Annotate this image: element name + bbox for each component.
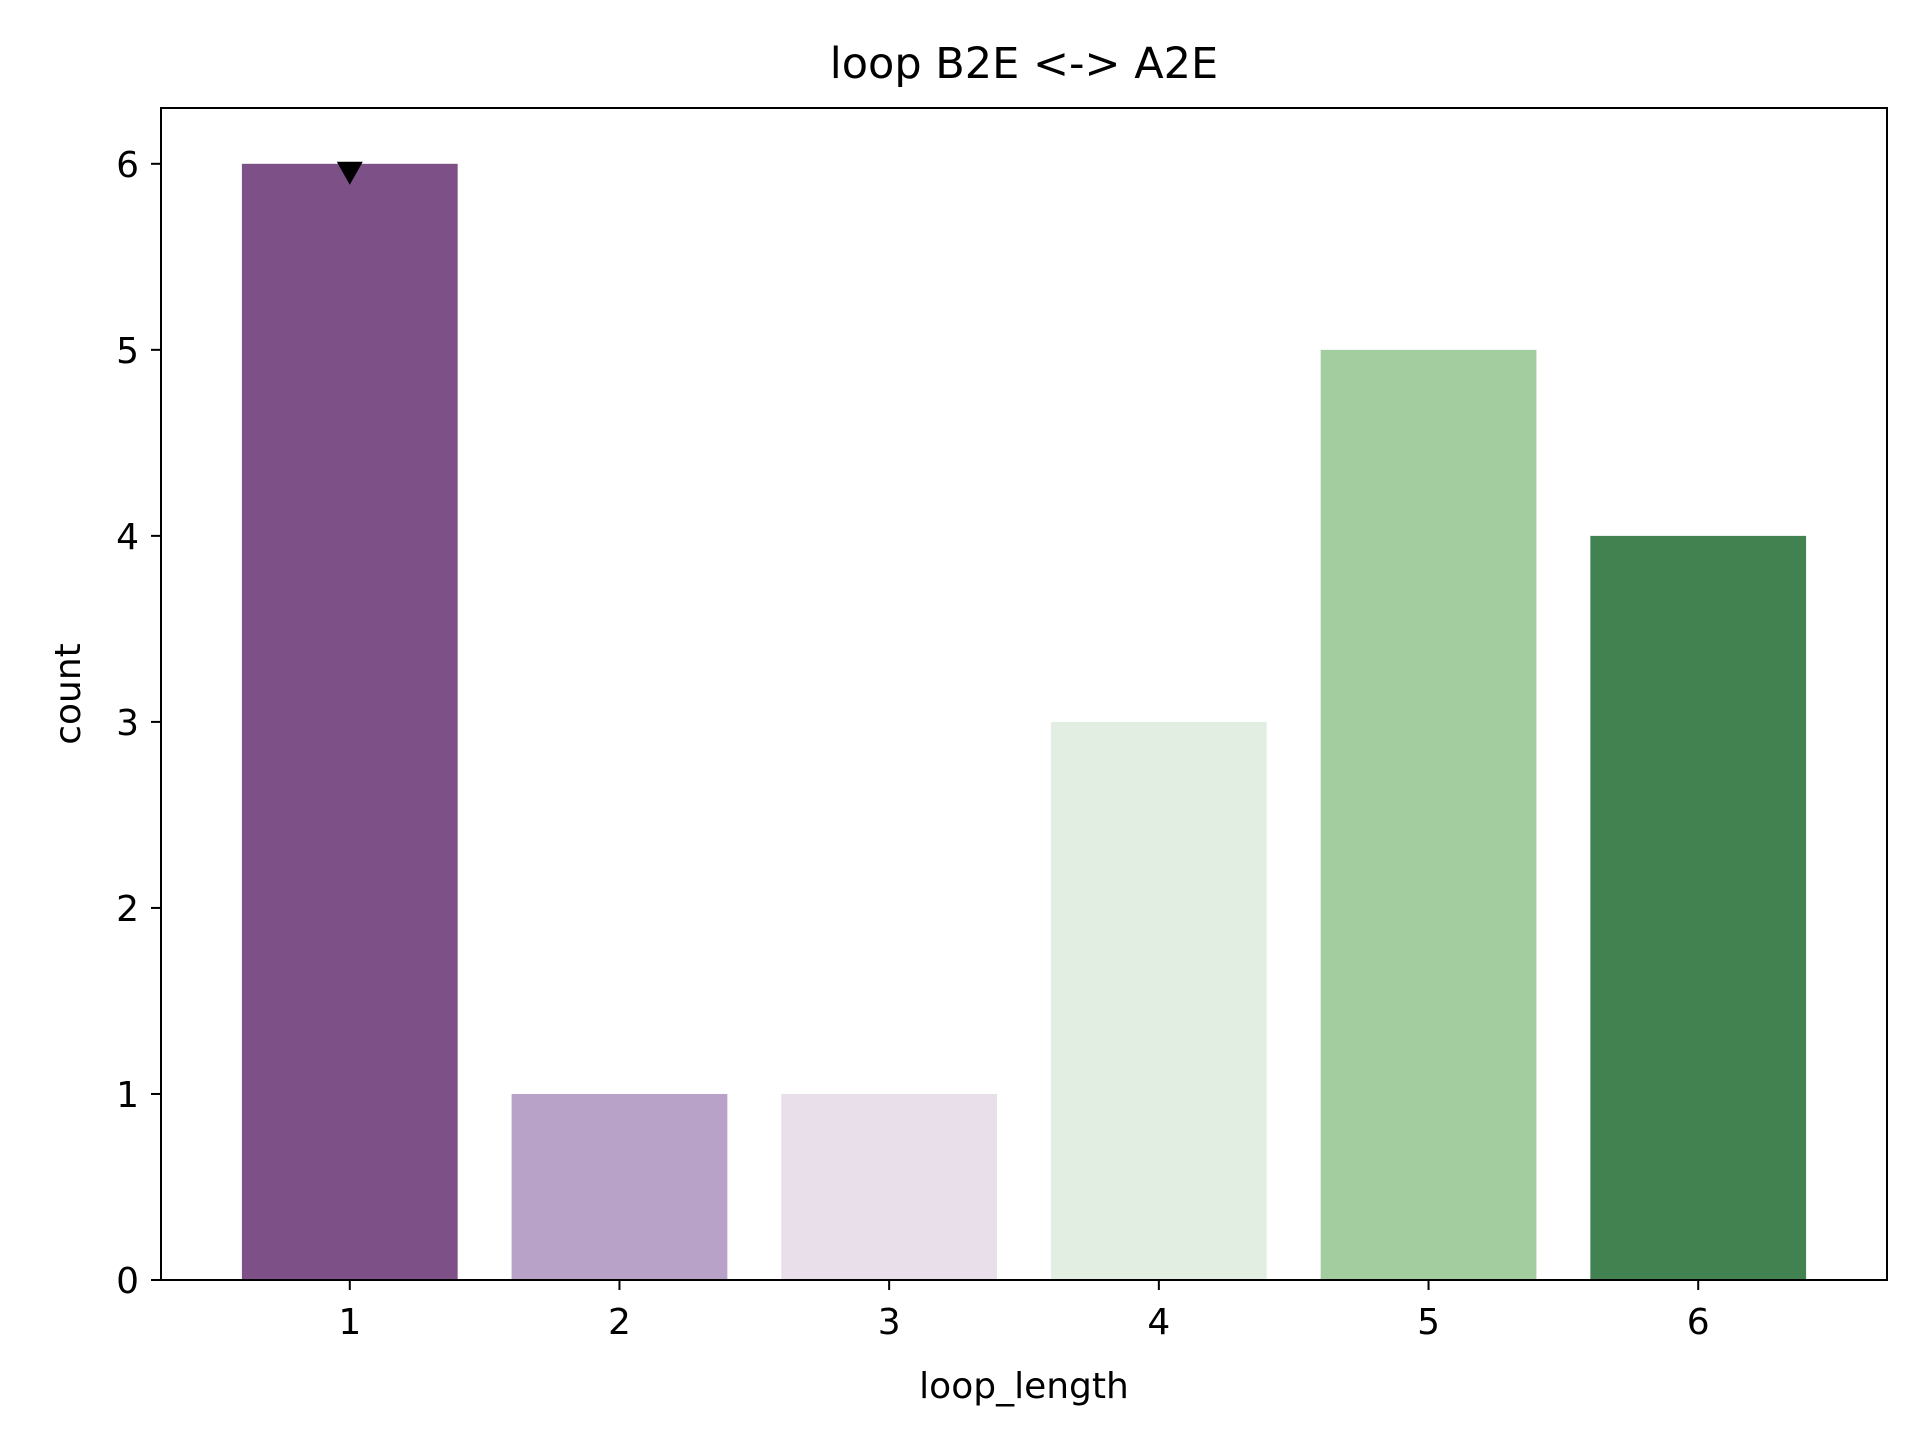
x-axis-label: loop_length (919, 1366, 1129, 1407)
bar-1 (241, 163, 458, 1280)
y-tick-label-6: 6 (116, 145, 139, 186)
y-axis-ticks: 0 1 2 3 4 5 6 (116, 145, 161, 1302)
x-tick-label-2: 2 (608, 1302, 631, 1343)
y-tick-label-5: 5 (116, 331, 139, 372)
bar-3 (781, 1093, 998, 1280)
x-tick-label-5: 5 (1417, 1302, 1440, 1343)
y-tick-label-2: 2 (116, 889, 139, 930)
bar-6 (1590, 535, 1807, 1280)
y-tick-label-1: 1 (116, 1075, 139, 1116)
x-tick-label-1: 1 (338, 1302, 361, 1343)
markers-group (336, 161, 363, 185)
x-tick-label-6: 6 (1687, 1302, 1710, 1343)
y-tick-label-3: 3 (116, 703, 139, 744)
y-axis-label: count (48, 643, 89, 745)
x-tick-label-4: 4 (1147, 1302, 1170, 1343)
x-axis-ticks: 1 2 3 4 5 6 (338, 1280, 1710, 1343)
bars-group (241, 163, 1807, 1280)
x-tick-label-3: 3 (878, 1302, 901, 1343)
marker-triangle-down-1 (336, 161, 363, 185)
plot-frame (160, 107, 1888, 1281)
bar-5 (1320, 349, 1537, 1280)
y-tick-label-4: 4 (116, 517, 139, 558)
chart-title: loop B2E <-> A2E (830, 39, 1218, 89)
bar-2 (511, 1093, 728, 1280)
y-tick-label-0: 0 (116, 1261, 139, 1302)
bar-4 (1050, 721, 1267, 1280)
